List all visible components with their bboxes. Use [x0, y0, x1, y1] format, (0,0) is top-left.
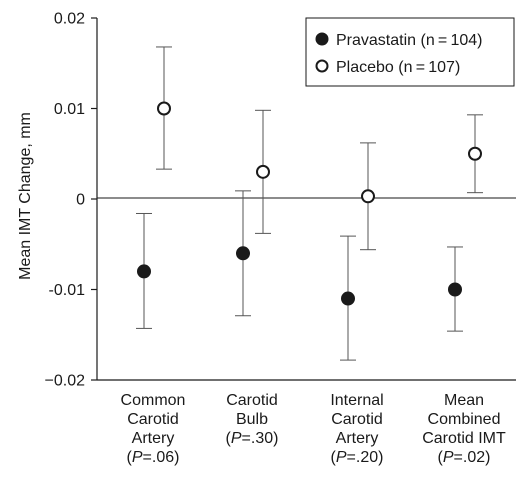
- legend-label-placebo: Placebo (n = 107): [336, 59, 460, 76]
- y-tick-label: 0: [76, 192, 85, 209]
- legend-box: [305, 17, 515, 87]
- y-ticks: 0.02 0.01 0 -0.01 −0.02: [45, 11, 97, 390]
- y-tick-label: -0.01: [49, 282, 86, 299]
- placebo-point: [361, 189, 375, 204]
- x-category-labels: Common Carotid Artery (P=.06) Carotid Bulb (P=…: [121, 392, 506, 466]
- y-tick-label: 0.01: [54, 101, 85, 118]
- legend-marker-placebo: [315, 59, 329, 73]
- x-category-label: Internal Carotid Artery (P=.20): [330, 392, 383, 466]
- data-points: [137, 101, 482, 306]
- x-category-label: Carotid Bulb (P=.30): [226, 392, 279, 447]
- x-category-label: Mean Combined Carotid IMT (P=.02): [422, 392, 506, 466]
- placebo-point: [468, 146, 482, 161]
- y-tick-label: 0.02: [54, 11, 85, 28]
- placebo-point: [256, 164, 270, 179]
- legend-label-pravastatin: Pravastatin (n = 104): [336, 32, 482, 49]
- legend: Pravastatin (n = 104) Placebo (n = 107): [305, 17, 515, 87]
- pravastatin-point: [236, 246, 250, 261]
- placebo-point: [157, 101, 171, 116]
- legend-marker-pravastatin: [315, 32, 329, 46]
- pravastatin-point: [137, 264, 151, 279]
- pravastatin-point: [341, 291, 355, 306]
- x-category-label: Common Carotid Artery (P=.06): [121, 392, 186, 466]
- y-axis-title: Mean IMT Change, mm: [17, 112, 34, 280]
- error-bars: [136, 46, 483, 361]
- pravastatin-point: [448, 282, 462, 297]
- y-tick-label: −0.02: [45, 373, 86, 390]
